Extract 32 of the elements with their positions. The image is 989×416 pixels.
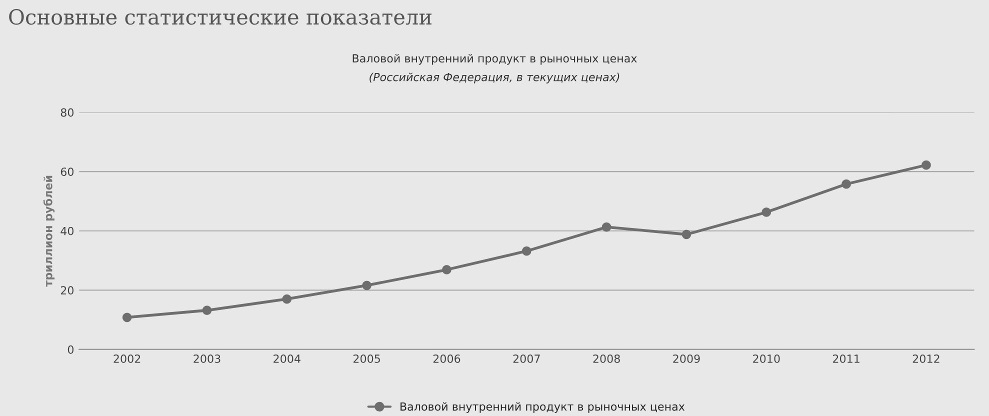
x-tick-label: 2002 (114, 354, 140, 363)
point (762, 208, 772, 217)
point (522, 246, 532, 256)
y-axis-title: триллион рублей (43, 176, 55, 287)
point (442, 265, 452, 274)
point (202, 306, 212, 315)
x-tick-label: 2004 (274, 354, 300, 363)
y-tick-label: 60 (60, 168, 74, 176)
y-tick-label: 20 (60, 286, 74, 295)
text: Основные статистические показатели (9, 9, 432, 25)
y-tick-label: 0 (68, 345, 74, 354)
y-tick-label: 40 (60, 226, 74, 236)
point (122, 312, 132, 322)
x-tick-label: 2011 (832, 354, 860, 363)
x-tick-label: 2003 (194, 354, 220, 363)
chart-title: Валовой внутренний продукт в рыночных ценах (352, 54, 637, 65)
point (602, 222, 612, 232)
x-tick-label: 2008 (593, 354, 620, 363)
point (842, 179, 851, 189)
x-tick-label: 2006 (433, 354, 460, 363)
y-tick-label: 80 (60, 108, 74, 117)
point (362, 280, 372, 290)
chart-subtitle: (Российская Федерация, в текущих ценах) (370, 72, 620, 84)
point (682, 230, 692, 240)
x-tick-label: 2007 (513, 354, 540, 363)
point (922, 160, 931, 170)
x-tick-label: 2010 (753, 354, 780, 363)
point (282, 294, 292, 304)
x-tick-label: 2012 (912, 354, 940, 363)
legend-label: Валовой внутренний продукт в рыночных ценах (400, 402, 685, 413)
x-tick-label: 2005 (353, 354, 380, 363)
x-tick-label: 2009 (673, 354, 700, 363)
